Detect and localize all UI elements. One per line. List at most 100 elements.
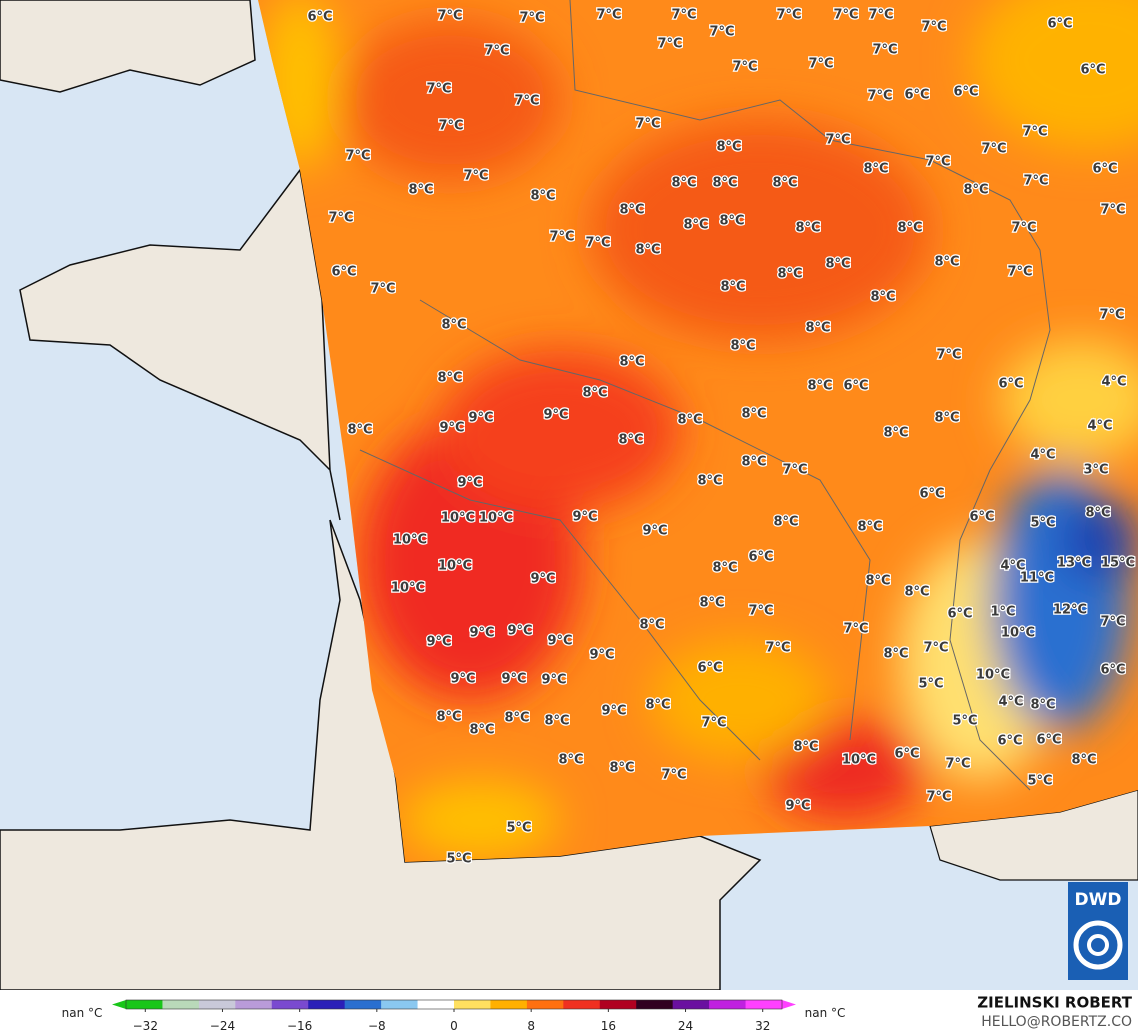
- temperature-label: 7°C: [1100, 203, 1125, 218]
- temperature-label: 7°C: [671, 8, 696, 23]
- temperature-label: 8°C: [863, 162, 888, 177]
- temperature-label: 7°C: [484, 44, 509, 59]
- temperature-label: 8°C: [683, 218, 708, 233]
- temperature-label: 9°C: [468, 411, 493, 426]
- temperature-label: 6°C: [331, 265, 356, 280]
- temperature-label: 8°C: [544, 714, 569, 729]
- temperature-label: 3°C: [1083, 463, 1108, 478]
- temperature-label: 7°C: [748, 604, 773, 619]
- temperature-label: 8°C: [1085, 506, 1110, 521]
- temperature-label: 7°C: [1023, 174, 1048, 189]
- temperature-label: 5°C: [1030, 516, 1055, 531]
- temperature-label: 8°C: [719, 214, 744, 229]
- temperature-label: 7°C: [437, 9, 462, 24]
- temperature-label: 5°C: [918, 677, 943, 692]
- temperature-label: 7°C: [519, 11, 544, 26]
- temperature-label: 7°C: [732, 60, 757, 75]
- temperature-label: 8°C: [865, 574, 890, 589]
- temperature-label: 4°C: [1101, 375, 1126, 390]
- logo-swirl-inner: [1087, 934, 1109, 956]
- temperature-label: 10°C: [842, 753, 876, 768]
- temperature-label: 9°C: [450, 672, 475, 687]
- temperature-label: 7°C: [825, 133, 850, 148]
- temperature-label: 7°C: [438, 119, 463, 134]
- temperature-label: 9°C: [507, 624, 532, 639]
- temperature-label: 5°C: [1027, 774, 1052, 789]
- temperature-label: 9°C: [547, 634, 572, 649]
- temperature-label: 6°C: [1092, 162, 1117, 177]
- colorbar-segment: [709, 1000, 747, 1009]
- temperature-label: 7°C: [426, 82, 451, 97]
- temperature-label: 8°C: [807, 379, 832, 394]
- temperature-label: 8°C: [558, 753, 583, 768]
- temperature-label: 9°C: [541, 673, 566, 688]
- colorbar-segment: [490, 1000, 528, 1009]
- temperature-label: 8°C: [504, 711, 529, 726]
- colorbar-segment: [235, 1000, 273, 1009]
- colorbar-segment: [672, 1000, 710, 1009]
- temperature-label: 7°C: [926, 790, 951, 805]
- temperature-label: 4°C: [998, 695, 1023, 710]
- temperature-label: 8°C: [720, 280, 745, 295]
- temperature-label: 5°C: [446, 852, 471, 867]
- temperature-label: 6°C: [919, 487, 944, 502]
- temperature-label: 8°C: [639, 618, 664, 633]
- temperature-label: 6°C: [1080, 63, 1105, 78]
- temperature-label: 8°C: [870, 290, 895, 305]
- temperature-label: 6°C: [904, 88, 929, 103]
- temperature-label: 7°C: [585, 236, 610, 251]
- temperature-label: 8°C: [530, 189, 555, 204]
- temperature-label: 10°C: [441, 511, 475, 526]
- temperature-label: 9°C: [530, 572, 555, 587]
- temperature-label: 8°C: [1030, 698, 1055, 713]
- temperature-label: 8°C: [635, 243, 660, 258]
- temperature-label: 7°C: [596, 8, 621, 23]
- temperature-label: 5°C: [506, 821, 531, 836]
- colorbar-segment: [417, 1000, 455, 1009]
- colorbar-tick-label: −16: [287, 1019, 312, 1033]
- temperature-label: 8°C: [883, 426, 908, 441]
- temperature-label: 7°C: [833, 8, 858, 23]
- colorbar-end-low: [112, 1000, 126, 1009]
- temperature-label: 7°C: [981, 142, 1006, 157]
- colorbar-tick-label: 24: [678, 1019, 693, 1033]
- colorbar-tick-label: 16: [601, 1019, 616, 1033]
- temperature-label: 8°C: [934, 411, 959, 426]
- temperature-label: 8°C: [671, 176, 696, 191]
- temperature-label: 8°C: [582, 386, 607, 401]
- temperature-label: 8°C: [795, 221, 820, 236]
- credit-contact: HELLO@ROBERTZ.CO: [981, 1014, 1132, 1030]
- temperature-label: 6°C: [748, 550, 773, 565]
- temperature-label: 8°C: [697, 474, 722, 489]
- temperature-label: 9°C: [426, 635, 451, 650]
- temperature-label: 8°C: [793, 740, 818, 755]
- temperature-label: 6°C: [1036, 733, 1061, 748]
- temperature-label: 10°C: [391, 581, 425, 596]
- temperature-label: 15°C: [1101, 556, 1135, 571]
- temperature-label: 7°C: [925, 155, 950, 170]
- temperature-label: 8°C: [618, 433, 643, 448]
- temperature-field: [258, 0, 1138, 862]
- temperature-label: 7°C: [657, 37, 682, 52]
- temperature-label: 7°C: [782, 463, 807, 478]
- temperature-label: 6°C: [307, 10, 332, 25]
- colorbar-segment: [526, 1000, 564, 1009]
- colorbar: −32 −24 −16 −8 0 8 16 24 32: [112, 999, 796, 1033]
- temperature-label: 8°C: [619, 355, 644, 370]
- temperature-label: 4°C: [1030, 448, 1055, 463]
- temperature-label: 8°C: [645, 698, 670, 713]
- temperature-label: 9°C: [785, 799, 810, 814]
- temperature-label: 6°C: [947, 607, 972, 622]
- temperature-label: 8°C: [437, 371, 462, 386]
- colorbar-segment: [308, 1000, 346, 1009]
- temperature-label: 7°C: [765, 641, 790, 656]
- temperature-label: 8°C: [699, 596, 724, 611]
- temperature-label: 7°C: [661, 768, 686, 783]
- temperature-label: 8°C: [712, 561, 737, 576]
- temperature-label: 7°C: [514, 94, 539, 109]
- logo-text: DWD: [1075, 890, 1122, 910]
- temperature-label: 9°C: [457, 476, 482, 491]
- temperature-label: 4°C: [1087, 419, 1112, 434]
- uk-land: [0, 0, 256, 93]
- colorbar-end-high: [782, 1000, 796, 1009]
